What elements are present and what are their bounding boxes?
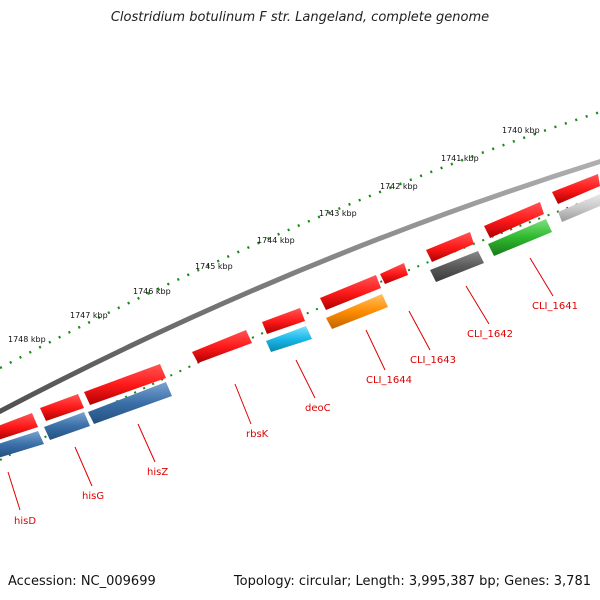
- gene-arrow[interactable]: [426, 232, 474, 262]
- kbp-label-1742: 1742 kbp: [380, 182, 418, 191]
- kbp-label-1746: 1746 kbp: [133, 287, 171, 296]
- gene-arrow[interactable]: [84, 364, 166, 405]
- kbp-label-1744: 1744 kbp: [257, 236, 295, 245]
- gene-label-cli-1641: CLI_1641: [532, 301, 578, 312]
- gene-label-rbsK: rbsK: [246, 429, 269, 440]
- reverse-strand-genes: [0, 194, 600, 458]
- accession-text: Accession: NC_009699: [8, 574, 156, 589]
- label-leaders: [7, 257, 554, 511]
- gene-arrow-cli-1641[interactable]: [488, 219, 552, 256]
- kbp-label-1745: 1745 kbp: [195, 262, 233, 271]
- genome-backbone: [0, 158, 600, 415]
- gene-arrow[interactable]: [40, 394, 84, 421]
- gene-arrow-deoC[interactable]: [266, 326, 312, 352]
- kbp-label-1748: 1748 kbp: [8, 335, 46, 344]
- gene-arrow[interactable]: [192, 330, 252, 363]
- genome-summary-text: Topology: circular; Length: 3,995,387 bp…: [233, 574, 591, 589]
- kbp-label-1743: 1743 kbp: [319, 209, 357, 218]
- gene-label-cli-1644: CLI_1644: [366, 375, 412, 386]
- gene-arrow[interactable]: [320, 275, 381, 310]
- kbp-label-1747: 1747 kbp: [70, 311, 108, 320]
- gene-arrow-cli-1642[interactable]: [430, 251, 484, 282]
- gene-arrow[interactable]: [0, 413, 38, 440]
- map-title: Clostridium botulinum F str. Langeland, …: [110, 10, 490, 25]
- gene-arrow[interactable]: [262, 308, 305, 334]
- gene-arrow-hisD[interactable]: [0, 431, 44, 458]
- gene-arrow-cli-1644[interactable]: [326, 294, 388, 329]
- kbp-label-1740: 1740 kbp: [502, 126, 540, 135]
- gene-label-deoC: deoC: [305, 403, 331, 414]
- gene-label-hisD: hisD: [14, 516, 36, 527]
- forward-strand-genes: [0, 174, 600, 440]
- gene-arrow-grey[interactable]: [558, 194, 600, 222]
- gene-label-cli-1642: CLI_1642: [467, 329, 513, 340]
- gene-arrow-hisG[interactable]: [44, 412, 90, 440]
- gene-label-hisG: hisG: [82, 491, 104, 502]
- gene-arrow[interactable]: [552, 174, 600, 204]
- gene-arrow-hisZ[interactable]: [88, 382, 172, 424]
- gene-label-hisZ: hisZ: [147, 467, 168, 478]
- gene-arrow[interactable]: [484, 202, 544, 238]
- gene-label-cli-1643: CLI_1643: [410, 355, 456, 366]
- gene-arrow[interactable]: [380, 263, 408, 284]
- kbp-label-1741: 1741 kbp: [441, 154, 479, 163]
